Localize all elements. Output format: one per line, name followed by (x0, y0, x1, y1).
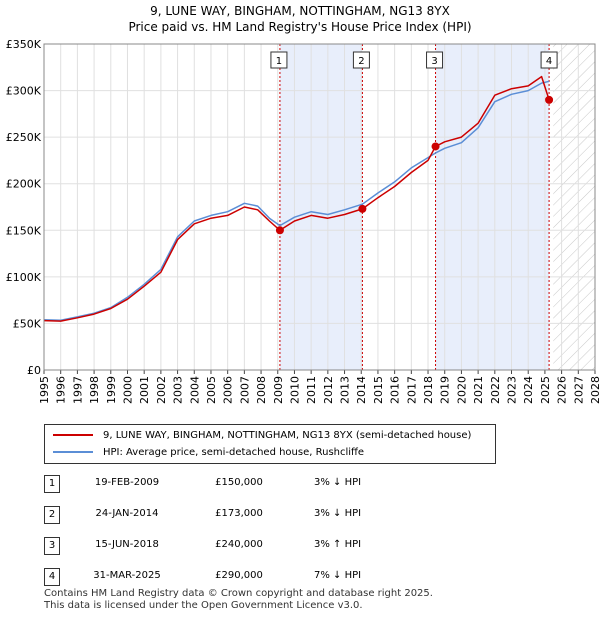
sale-number-badge: 3 (44, 537, 60, 555)
x-tick-label: 2000 (121, 376, 134, 404)
y-tick-label: £250K (6, 131, 42, 144)
hpi-line (43, 80, 550, 321)
legend-label-hpi: HPI: Average price, semi-detached house,… (103, 446, 365, 458)
sale-marker-box (352, 51, 370, 69)
legend-item-hpi: HPI: Average price, semi-detached house,… (53, 444, 364, 460)
sale-marker-label: 2 (358, 56, 364, 67)
x-tick-label: 1997 (71, 376, 84, 404)
sale-marker-label: 4 (546, 56, 552, 67)
x-tick-label: 2006 (222, 376, 235, 404)
sale-marker-label: 3 (431, 56, 437, 67)
x-tick-label: 2018 (422, 376, 435, 404)
sale-date: 31-MAR-2025 (93, 570, 161, 581)
y-tick-label: £100K (6, 271, 42, 284)
chart-title: 9, LUNE WAY, BINGHAM, NOTTINGHAM, NG13 8… (150, 4, 450, 18)
sale-hpi-change: 3% ↑ HPI (314, 539, 362, 550)
x-tick-label: 2026 (556, 376, 569, 404)
x-tick-label: 2014 (355, 376, 368, 404)
x-tick-label: 2016 (389, 376, 402, 404)
x-tick-label: 2001 (138, 376, 151, 404)
y-tick-label: £350K (6, 38, 42, 51)
x-tick-label: 2027 (572, 376, 585, 404)
sale-point (431, 142, 440, 151)
chart-subtitle: Price paid vs. HM Land Registry's House … (128, 20, 472, 34)
y-tick-label: £50K (13, 317, 42, 330)
sale-marker-box (540, 51, 558, 69)
future-hatch (553, 44, 595, 370)
x-tick-label: 2022 (489, 376, 502, 404)
sale-marker-box (270, 51, 288, 69)
sale-hpi-change: 3% ↓ HPI (314, 508, 362, 519)
ownership-shade (279, 44, 363, 370)
ownership-shade (435, 44, 550, 370)
sale-point (358, 204, 367, 213)
x-tick-label: 2015 (372, 376, 385, 404)
sale-number-badge: 2 (44, 506, 60, 524)
y-tick-label: £300K (6, 85, 42, 98)
legend-swatch-property (53, 434, 93, 436)
legend-label-property: 9, LUNE WAY, BINGHAM, NOTTINGHAM, NG13 8… (103, 429, 472, 441)
x-tick-label: 2013 (339, 376, 352, 404)
sale-marker-box (426, 51, 444, 69)
x-tick-label: 2024 (522, 376, 535, 404)
sale-price: £150,000 (215, 477, 263, 488)
footer-licence: This data is licensed under the Open Gov… (44, 600, 363, 611)
sale-point (275, 226, 284, 235)
x-tick-label: 2012 (322, 376, 335, 404)
x-tick-label: 2021 (472, 376, 485, 404)
sale-price: £240,000 (215, 539, 263, 550)
y-tick-label: £200K (6, 178, 42, 191)
x-tick-label: 2010 (288, 376, 301, 404)
x-tick-label: 1999 (105, 376, 118, 404)
sale-point (545, 95, 554, 104)
x-tick-label: 1995 (38, 376, 51, 404)
property-price-line (43, 75, 550, 322)
sale-price: £290,000 (215, 570, 263, 581)
x-tick-label: 2017 (405, 376, 418, 404)
sale-date: 19-FEB-2009 (94, 477, 160, 488)
y-tick-label: £150K (6, 224, 42, 237)
x-tick-label: 2019 (439, 376, 452, 404)
x-tick-label: 1998 (88, 376, 101, 404)
sale-hpi-change: 7% ↓ HPI (314, 570, 362, 581)
y-tick-label: £0 (27, 364, 41, 377)
x-tick-label: 2009 (272, 376, 285, 404)
x-tick-label: 2004 (188, 376, 201, 404)
plot-frame (43, 43, 596, 371)
x-tick-label: 1996 (55, 376, 68, 404)
sale-marker-label: 1 (276, 56, 282, 67)
x-tick-label: 2011 (305, 376, 318, 404)
sale-number-badge: 1 (44, 475, 60, 493)
sale-hpi-change: 3% ↓ HPI (314, 477, 362, 488)
sale-price: £173,000 (215, 508, 263, 519)
x-tick-label: 2028 (589, 376, 600, 404)
x-tick-label: 2005 (205, 376, 218, 404)
legend-item-property: 9, LUNE WAY, BINGHAM, NOTTINGHAM, NG13 8… (53, 427, 471, 443)
legend-swatch-hpi (53, 451, 93, 453)
x-tick-label: 2025 (539, 376, 552, 404)
x-tick-label: 2007 (238, 376, 251, 404)
x-tick-label: 2002 (155, 376, 168, 404)
price-chart: £0 £50K £100K £150K £200K £250K £300K £350K 1995… (6, 38, 600, 404)
x-tick-label: 2023 (506, 376, 519, 404)
x-tick-label: 2008 (255, 376, 268, 404)
sale-number-badge: 4 (44, 568, 60, 586)
x-tick-label: 2020 (455, 376, 468, 404)
footer: Contains HM Land Registry data © Crown c… (44, 588, 433, 612)
sale-date: 24-JAN-2014 (95, 508, 159, 519)
sale-date: 15-JUN-2018 (95, 539, 159, 550)
x-tick-label: 2003 (172, 376, 185, 404)
footer-copyright: Contains HM Land Registry data © Crown c… (44, 588, 433, 599)
legend: 9, LUNE WAY, BINGHAM, NOTTINGHAM, NG13 8… (44, 424, 496, 464)
